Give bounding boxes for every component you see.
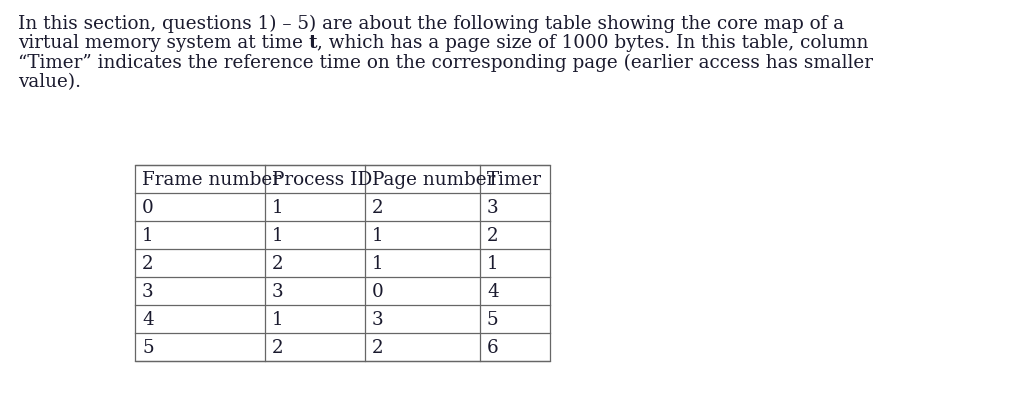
Text: 1: 1 bbox=[487, 255, 499, 273]
Text: Process ID: Process ID bbox=[272, 171, 372, 189]
Text: Timer: Timer bbox=[487, 171, 542, 189]
Text: value).: value). bbox=[18, 74, 81, 92]
Text: 3: 3 bbox=[372, 311, 384, 329]
Text: 4: 4 bbox=[487, 283, 499, 301]
Text: Page number: Page number bbox=[372, 171, 496, 189]
Text: 5: 5 bbox=[487, 311, 499, 329]
Text: In this section, questions 1) – 5) are about the following table showing the cor: In this section, questions 1) – 5) are a… bbox=[18, 15, 844, 33]
Text: 6: 6 bbox=[487, 339, 499, 357]
Text: 3: 3 bbox=[142, 283, 153, 301]
Text: 2: 2 bbox=[272, 339, 283, 357]
Text: 3: 3 bbox=[272, 283, 283, 301]
Text: 4: 4 bbox=[142, 311, 153, 329]
Text: , which has a page size of 1000 bytes. In this table, column: , which has a page size of 1000 bytes. I… bbox=[317, 35, 869, 52]
Text: 2: 2 bbox=[487, 227, 499, 245]
Text: 2: 2 bbox=[272, 255, 283, 273]
Bar bbox=[135, 165, 550, 361]
Text: 1: 1 bbox=[272, 227, 283, 245]
Text: t: t bbox=[309, 35, 317, 52]
Text: virtual memory system at time: virtual memory system at time bbox=[18, 35, 309, 52]
Text: 3: 3 bbox=[487, 199, 499, 217]
Text: 1: 1 bbox=[272, 311, 283, 329]
Text: 2: 2 bbox=[372, 199, 383, 217]
Text: Frame number: Frame number bbox=[142, 171, 281, 189]
Text: 1: 1 bbox=[372, 227, 384, 245]
Text: 1: 1 bbox=[372, 255, 384, 273]
Text: 5: 5 bbox=[142, 339, 153, 357]
Text: 0: 0 bbox=[372, 283, 384, 301]
Text: 2: 2 bbox=[372, 339, 383, 357]
Text: “Timer” indicates the reference time on the corresponding page (earlier access h: “Timer” indicates the reference time on … bbox=[18, 54, 873, 72]
Text: 1: 1 bbox=[272, 199, 283, 217]
Text: 0: 0 bbox=[142, 199, 153, 217]
Text: 2: 2 bbox=[142, 255, 153, 273]
Text: 1: 1 bbox=[142, 227, 153, 245]
